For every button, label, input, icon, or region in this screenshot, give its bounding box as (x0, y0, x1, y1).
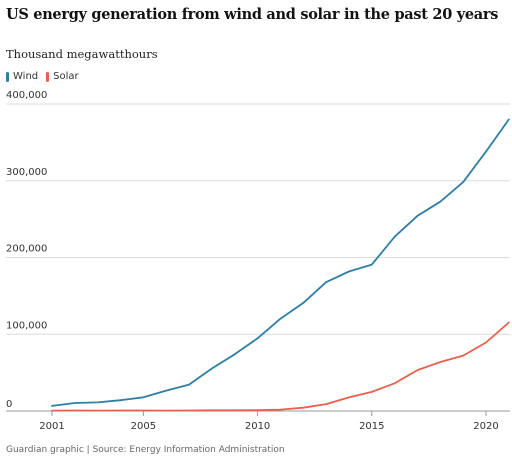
legend-item-solar: Solar (46, 71, 79, 82)
y-tick-label: 300,000 (6, 167, 47, 178)
legend-label-wind: Wind (13, 71, 39, 82)
x-tick-label: 2015 (359, 421, 384, 432)
series-line-solar (51, 321, 510, 412)
x-tick-label: 2005 (131, 421, 156, 432)
y-tick-label: 200,000 (6, 244, 47, 255)
legend: Wind Solar (6, 71, 87, 82)
legend-swatch-wind (6, 71, 9, 82)
legend-item-wind: Wind (6, 71, 38, 82)
x-tick-label: 2001 (39, 421, 64, 432)
legend-swatch-solar (46, 71, 50, 82)
chart-title: US energy generation from wind and solar… (6, 6, 499, 23)
line-chart: 0 100,000 200,000 300,000 400,000 2001 2005 201… (6, 90, 510, 432)
legend-label-solar: Solar (53, 71, 79, 82)
x-tick-label: 2010 (245, 421, 270, 432)
y-tick-label: 100,000 (6, 320, 47, 331)
y-axis-unit-label: Thousand megawatthours (6, 47, 158, 61)
x-tick-label: 2020 (473, 421, 498, 432)
source-footer: Guardian graphic | Source: Energy Inform… (6, 445, 285, 455)
y-tick-label: 400,000 (6, 90, 47, 101)
series-line-wind (51, 118, 510, 407)
y-tick-label: 0 (6, 399, 12, 410)
